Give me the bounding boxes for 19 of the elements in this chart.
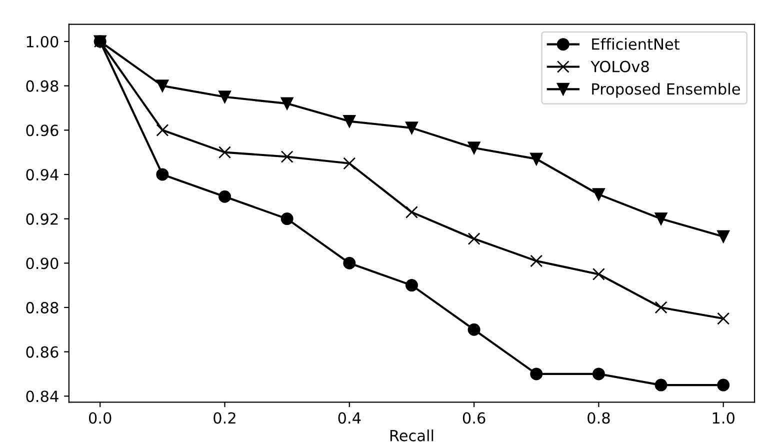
x-tick-label: 0.4 [338,412,361,424]
y-tick-label: 0.98 [26,80,58,92]
x-tick-label: 0.0 [88,412,112,424]
y-tick-label: 1.00 [26,36,58,48]
legend-label: Proposed Ensemble [592,82,740,98]
y-tick-label: 0.86 [26,346,58,358]
y-tick-label: 0.88 [26,302,58,314]
legend-label: EfficientNet [592,38,680,50]
y-tick-label: 0.90 [26,258,58,270]
x-tick-label: 0.8 [588,412,610,424]
x-axis-title: Recall [390,430,434,442]
x-tick-label: 1.0 [712,412,734,424]
x-tick-label: 0.6 [462,412,486,424]
legend-label: YOLOv8 [590,60,649,72]
y-tick-label: 0.92 [26,213,58,225]
y-tick-label: 0.94 [26,168,58,180]
y-tick-label: 0.84 [26,390,58,402]
y-tick-label: 0.96 [26,124,58,136]
x-tick-label: 0.2 [214,412,236,424]
